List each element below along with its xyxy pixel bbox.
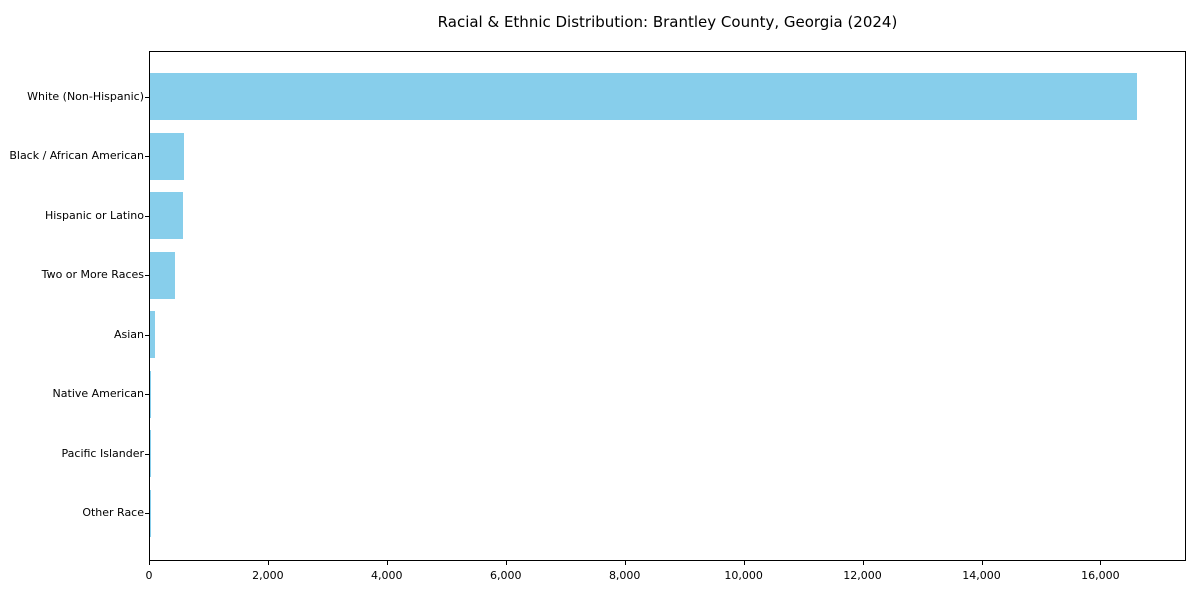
y-tick-mark xyxy=(145,334,149,336)
bar-white-non-hispanic xyxy=(150,73,1138,120)
x-tick-label: 4,000 xyxy=(371,569,403,582)
bar-black-african-american xyxy=(150,132,185,180)
y-tick-label: Pacific Islander xyxy=(61,446,144,460)
y-tick-label: Black / African American xyxy=(9,149,144,163)
y-tick-mark xyxy=(145,513,149,515)
x-tick-mark xyxy=(1100,561,1102,565)
x-tick-label: 6,000 xyxy=(490,569,522,582)
y-tick-mark xyxy=(145,275,149,277)
x-tick-label: 8,000 xyxy=(608,569,641,582)
bar-hispanic-or-latino xyxy=(150,192,183,240)
y-tick-label: Two or More Races xyxy=(41,268,144,282)
x-tick-label: 10,000 xyxy=(724,569,763,582)
x-tick-mark xyxy=(149,561,150,565)
x-tick-mark xyxy=(386,561,388,565)
y-tick-label: Hispanic or Latino xyxy=(44,208,144,222)
bar-two-or-more-races xyxy=(150,251,175,299)
y-tick-label: White (Non-Hispanic) xyxy=(27,89,144,103)
bar-other-race xyxy=(150,489,151,537)
bar-native-american xyxy=(150,370,151,418)
bar-asian xyxy=(150,311,156,359)
y-tick-mark xyxy=(145,394,149,396)
y-tick-mark xyxy=(145,215,149,217)
x-tick-label: 16,000 xyxy=(1081,569,1120,582)
x-tick-mark xyxy=(862,561,864,565)
x-tick-label: 0 xyxy=(145,569,153,582)
plot-area xyxy=(149,51,1186,561)
y-tick-label: Other Race xyxy=(82,506,144,520)
y-tick-label: Asian xyxy=(113,327,144,341)
x-tick-label: 2,000 xyxy=(252,569,284,582)
y-tick-mark xyxy=(145,96,149,98)
x-tick-mark xyxy=(743,561,745,565)
chart-title: Racial & Ethnic Distribution: Brantley C… xyxy=(437,13,898,31)
y-tick-mark xyxy=(145,156,149,158)
x-tick-label: 12,000 xyxy=(843,569,882,582)
x-tick-mark xyxy=(505,561,507,565)
x-tick-mark xyxy=(981,561,983,565)
y-tick-mark xyxy=(145,453,149,455)
x-tick-mark xyxy=(267,561,269,565)
y-tick-label: Native American xyxy=(52,387,144,401)
x-tick-label: 14,000 xyxy=(962,569,1001,582)
x-tick-mark xyxy=(624,561,626,565)
